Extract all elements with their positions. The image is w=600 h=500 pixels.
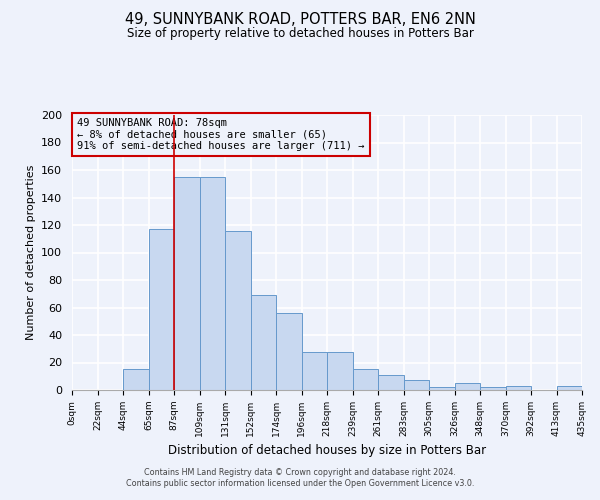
Bar: [429, 387, 455, 390]
Bar: [378, 375, 404, 390]
X-axis label: Distribution of detached houses by size in Potters Bar: Distribution of detached houses by size …: [168, 444, 486, 458]
Bar: [480, 387, 505, 390]
Bar: [404, 380, 429, 390]
Bar: [505, 386, 531, 390]
Text: Size of property relative to detached houses in Potters Bar: Size of property relative to detached ho…: [127, 28, 473, 40]
Bar: [123, 370, 149, 390]
Bar: [199, 177, 225, 390]
Bar: [276, 313, 302, 390]
Y-axis label: Number of detached properties: Number of detached properties: [26, 165, 35, 340]
Bar: [302, 352, 327, 390]
Bar: [557, 386, 582, 390]
Bar: [327, 352, 353, 390]
Text: 49 SUNNYBANK ROAD: 78sqm
← 8% of detached houses are smaller (65)
91% of semi-de: 49 SUNNYBANK ROAD: 78sqm ← 8% of detache…: [77, 118, 365, 151]
Bar: [149, 229, 174, 390]
Text: 49, SUNNYBANK ROAD, POTTERS BAR, EN6 2NN: 49, SUNNYBANK ROAD, POTTERS BAR, EN6 2NN: [125, 12, 475, 28]
Bar: [353, 370, 378, 390]
Bar: [174, 177, 199, 390]
Bar: [455, 383, 480, 390]
Bar: [225, 230, 251, 390]
Text: Contains HM Land Registry data © Crown copyright and database right 2024.
Contai: Contains HM Land Registry data © Crown c…: [126, 468, 474, 487]
Bar: [251, 295, 276, 390]
